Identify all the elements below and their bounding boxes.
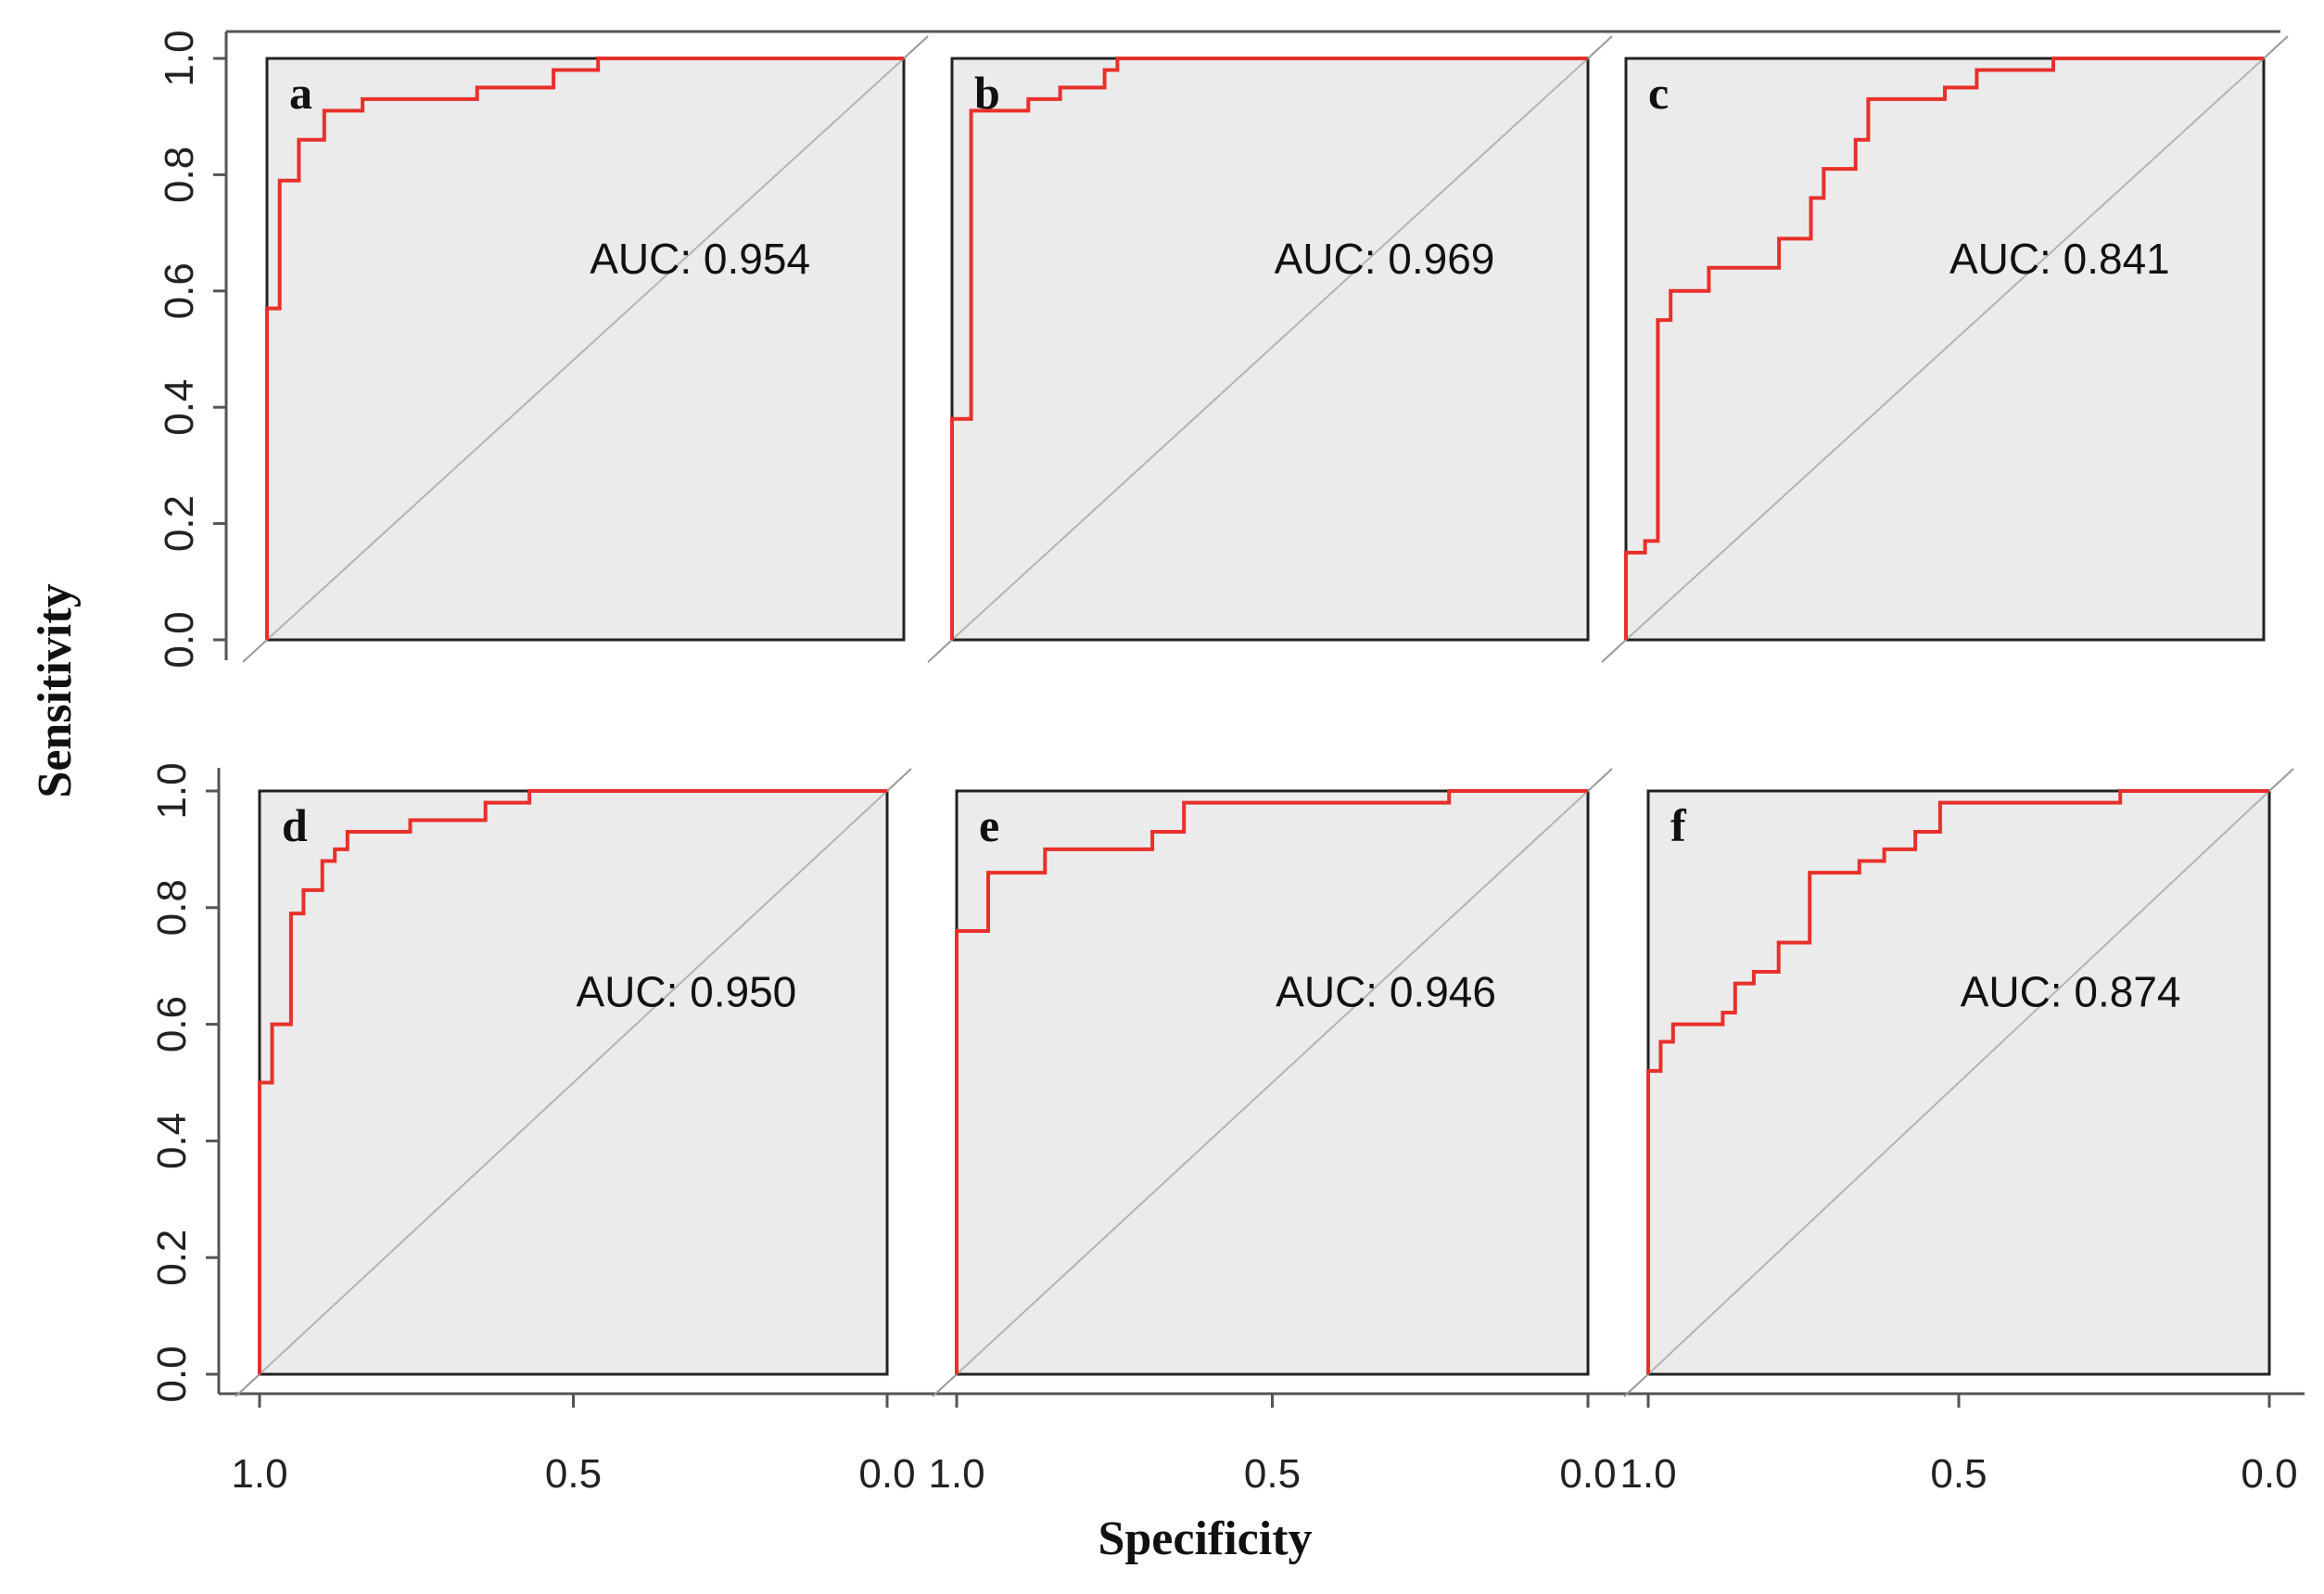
roc-curve-e: [955, 789, 1588, 1374]
y-tick-label: 0.6: [149, 996, 195, 1052]
y-axis-title: Sensitivity: [29, 583, 82, 797]
panel-a-diagonal-ext-low: [242, 639, 268, 663]
panel-d-diagonal: [259, 790, 888, 1375]
panel-f-auc: AUC: 0.874: [1961, 968, 2181, 1016]
panel-f: f AUC: 0.874: [1623, 768, 2294, 1397]
panel-c-label: c: [1648, 67, 1669, 119]
x-tick-label: 0.0: [858, 1451, 915, 1497]
x-tick-label: 0.0: [1559, 1451, 1616, 1497]
roc-curve-b: [950, 57, 1588, 640]
panel-e: e AUC: 0.946: [932, 768, 1613, 1397]
panel-a-diagonal: [266, 57, 905, 641]
y-tick-label: 0.2: [149, 1230, 195, 1286]
y-tick-label: 0.4: [157, 379, 202, 436]
panel-b-diagonal: [951, 57, 1589, 641]
panel-c: c AUC: 0.841: [1601, 35, 2289, 663]
x-tick-label: 0.5: [1244, 1451, 1301, 1497]
y-tick-label: 0.0: [149, 1345, 195, 1402]
roc-curve-d: [258, 789, 887, 1374]
roc-curve-f: [1646, 789, 2269, 1374]
panel-e-label: e: [979, 799, 999, 851]
panel-f-diagonal-ext-high: [2268, 768, 2294, 792]
x-tick-label: 0.0: [2241, 1451, 2297, 1497]
panel-e-diagonal-ext-low: [932, 1373, 958, 1397]
panel-c-diagonal: [1625, 57, 2265, 641]
y-tick-label: 0.4: [149, 1113, 195, 1169]
panel-f-label: f: [1670, 799, 1687, 851]
x-tick-label: 1.0: [1619, 1451, 1676, 1497]
panel-b-diagonal-ext-high: [1587, 35, 1613, 59]
roc-curve-a: [265, 57, 904, 640]
panel-c-diagonal-ext-high: [2263, 35, 2289, 59]
y-tick-label: 0.8: [149, 879, 195, 936]
panel-f-diagonal: [1647, 790, 2270, 1375]
panel-a: a AUC: 0.954: [242, 35, 929, 663]
panel-c-auc: AUC: 0.841: [1949, 235, 2170, 283]
panel-d: d AUC: 0.950: [235, 768, 912, 1397]
panel-f-diagonal-ext-low: [1623, 1373, 1649, 1397]
y-tick-label: 0.6: [157, 262, 202, 319]
y-tick-label: 1.0: [157, 30, 202, 86]
panel-e-diagonal-ext-high: [1587, 768, 1613, 792]
panel-a-label: a: [289, 67, 312, 119]
axes-frame: [217, 30, 2305, 1396]
y-tick-label: 0.8: [157, 147, 202, 203]
tick-labels: 0.00.20.40.60.81.00.00.20.40.60.81.01.0 0…: [149, 30, 2298, 1497]
panel-e-auc: AUC: 0.946: [1276, 968, 1496, 1016]
y-tick-label: 1.0: [149, 762, 195, 819]
x-tick-label: 1.0: [928, 1451, 984, 1497]
panel-b-auc: AUC: 0.969: [1275, 235, 1495, 283]
panel-d-diagonal-ext-high: [886, 768, 912, 792]
panel-d-auc: AUC: 0.950: [576, 968, 796, 1016]
x-tick-label: 1.0: [231, 1451, 287, 1497]
panel-b: b AUC: 0.969: [927, 35, 1613, 663]
y-tick-label: 0.0: [157, 611, 202, 668]
x-tick-label: 0.5: [545, 1451, 602, 1497]
panel-e-diagonal: [956, 790, 1589, 1375]
panels: a AUC: 0.954 b AUC: 0.969 c AUC: 0.841 d AUC: 0…: [235, 35, 2294, 1397]
panel-d-diagonal-ext-low: [235, 1373, 260, 1397]
panel-c-diagonal-ext-low: [1601, 639, 1627, 663]
roc-curve-c: [1624, 57, 2264, 640]
panel-a-diagonal-ext-high: [903, 35, 929, 59]
panel-d-label: d: [282, 799, 308, 851]
x-axis-title: Specificity: [1098, 1512, 1312, 1565]
panel-b-diagonal-ext-low: [927, 639, 953, 663]
y-tick-label: 0.2: [157, 495, 202, 552]
panel-a-auc: AUC: 0.954: [590, 235, 810, 283]
x-tick-label: 0.5: [1930, 1451, 1987, 1497]
panel-b-label: b: [974, 67, 1000, 119]
